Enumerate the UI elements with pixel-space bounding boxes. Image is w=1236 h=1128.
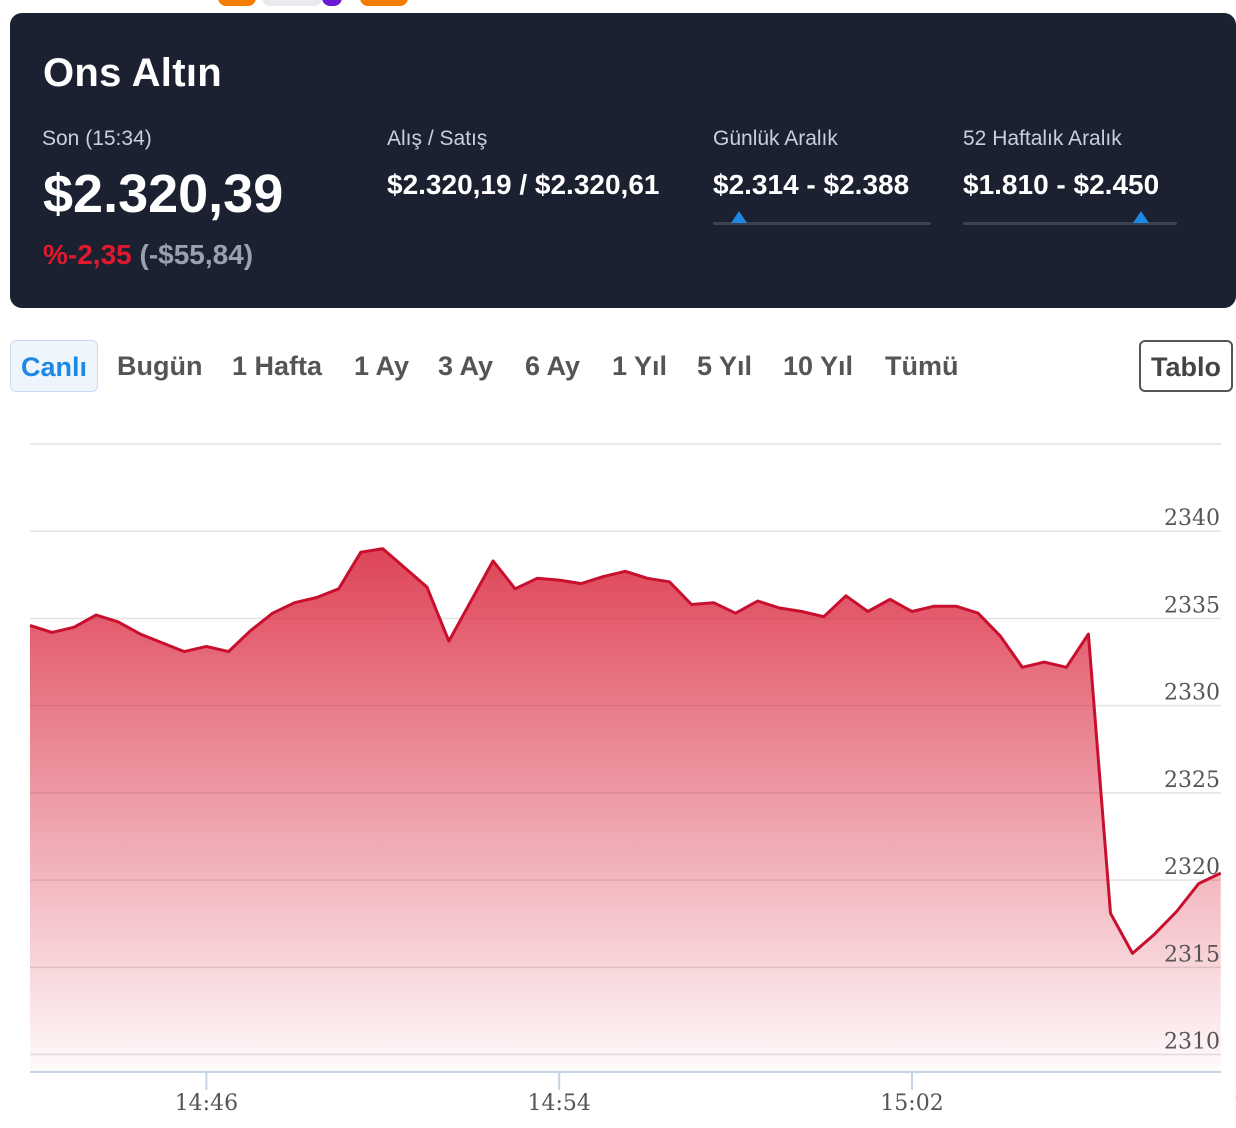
bid-ask-label: Alış / Satış — [387, 127, 488, 150]
x-tick-label: 15:02 — [880, 1091, 943, 1116]
x-tick-label: 15:10 — [1233, 1091, 1236, 1116]
y-tick-label: 2325 — [1164, 768, 1220, 793]
tab-1-ay[interactable]: 1 Ay — [354, 351, 410, 381]
instrument-title: Ons Altın — [43, 51, 222, 95]
change-percent: %-2,35 — [43, 239, 132, 270]
daily-range-bar — [713, 211, 931, 225]
tab-3-ay[interactable]: 3 Ay — [438, 351, 494, 381]
week52-range-label: 52 Haftalık Aralık — [963, 127, 1122, 150]
y-tick-label: 2320 — [1164, 855, 1220, 880]
tab-6-ay[interactable]: 6 Ay — [525, 351, 581, 381]
y-tick-label: 2310 — [1164, 1030, 1220, 1055]
y-tick-label: 2340 — [1164, 506, 1220, 531]
y-tick-label: 2335 — [1164, 593, 1220, 618]
tab-1-hafta[interactable]: 1 Hafta — [232, 351, 323, 381]
week52-range-bar — [963, 211, 1177, 225]
tab-1-yil[interactable]: 1 Yıl — [612, 351, 668, 381]
strip-icon-orange — [218, 0, 256, 6]
daily-range-label: Günlük Aralık — [713, 127, 838, 150]
y-tick-label: 2330 — [1164, 681, 1220, 706]
x-tick-label: 14:54 — [527, 1091, 590, 1116]
y-tick-label: 2315 — [1164, 942, 1220, 967]
table-view-button[interactable]: Tablo — [1139, 340, 1233, 392]
daily-range-marker-icon — [731, 211, 748, 223]
strip-icon-orange-2 — [360, 0, 408, 6]
tab-5-yil[interactable]: 5 Yıl — [697, 351, 753, 381]
change-absolute: (-$55,84) — [139, 239, 254, 270]
top-app-strip — [210, 0, 420, 8]
tab-bugun[interactable]: Bugün — [117, 351, 203, 381]
week52-range-marker-icon — [1132, 211, 1149, 223]
price-change: %-2,35 (-$55,84) — [43, 239, 253, 271]
last-price-value: $2.320,39 — [43, 164, 284, 224]
strip-icon-purple — [322, 0, 342, 6]
price-series-line — [29, 547, 1222, 955]
last-price-label: Son (15:34) — [42, 127, 152, 150]
daily-range-value: $2.314 - $2.388 — [713, 169, 910, 200]
tab-canli[interactable]: Canlı — [10, 340, 99, 392]
tab-10-yil[interactable]: 10 Yıl — [783, 351, 854, 381]
x-tick-label: 14:46 — [175, 1091, 238, 1116]
tab-tumu[interactable]: Tümü — [885, 351, 959, 381]
bid-ask-value: $2.320,19 / $2.320,61 — [387, 169, 660, 200]
chart-axes — [30, 1071, 1221, 1090]
y-axis-tick-labels: 2310 2315 2320 2325 2330 2335 2340 — [1164, 506, 1220, 1054]
price-summary-card: Ons Altın Son (15:34) $2.320,39 %-2,35 (… — [10, 13, 1236, 308]
strip-icon-grey — [262, 0, 322, 6]
period-tabs: Canlı Bugün 1 Hafta 1 Ay 3 Ay 6 Ay 1 Yıl… — [10, 340, 1236, 394]
price-area-fill — [30, 548, 1221, 1072]
week52-range-value: $1.810 - $2.450 — [963, 169, 1160, 200]
